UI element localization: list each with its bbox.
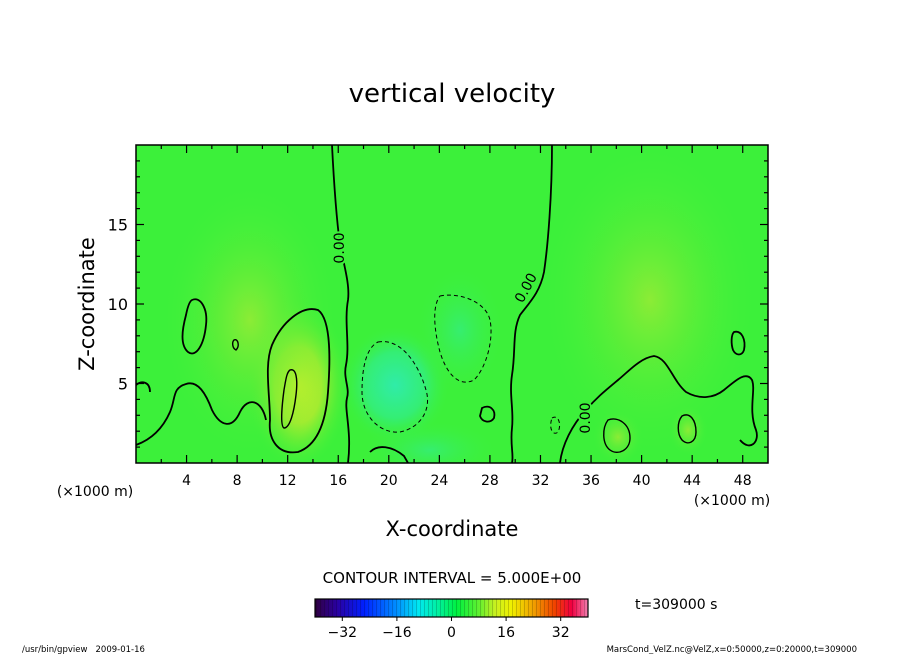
shade-updraft-small-1 — [592, 409, 644, 463]
x-unit-left: (×1000 m) — [57, 484, 133, 500]
shade-updraft-small-2 — [668, 404, 708, 456]
x-tick-label: 20 — [380, 473, 398, 489]
contour-small-2 — [369, 446, 409, 463]
shade-updraft-right — [540, 145, 760, 460]
x-tick-label: 12 — [279, 473, 297, 489]
dashed-contour-1 — [361, 341, 428, 433]
contour-lower-left — [136, 382, 267, 446]
time-label: t=309000 s — [635, 597, 717, 613]
contour-label-3: 0.00 — [578, 402, 594, 433]
x-axis: 4 8 12 16 20 24 28 32 36 40 44 48 — [160, 145, 752, 489]
x-tick-label: 48 — [734, 473, 752, 489]
x-tick-label: 8 — [233, 473, 242, 489]
x-axis-label: X-coordinate — [386, 517, 519, 541]
colorbar-tick-label: 0 — [447, 625, 456, 641]
zero-contour-left — [331, 145, 351, 463]
contour-lower-right — [559, 355, 758, 463]
colorbar-ticks: −32 −16 0 16 32 — [328, 617, 570, 641]
x-tick-label: 36 — [582, 473, 600, 489]
x-tick-label: 16 — [329, 473, 347, 489]
x-tick-label: 44 — [683, 473, 701, 489]
colorbar-tick-label: 16 — [497, 625, 515, 641]
contour-label-1: 0.00 — [332, 232, 348, 263]
footer-right: MarsCond_VelZ.nc@VelZ,x=0:50000,z=0:2000… — [607, 645, 857, 654]
dashed-contour-3 — [550, 416, 561, 434]
colorbar-tick-label: −32 — [328, 625, 358, 641]
colorbar-stripes — [315, 599, 588, 617]
x-tick-label: 28 — [481, 473, 499, 489]
footer-left: /usr/bin/gpview 2009-01-16 — [22, 645, 145, 654]
contour-loop-4 — [677, 414, 697, 444]
chart-title: vertical velocity — [349, 79, 556, 109]
x-unit-right: (×1000 m) — [694, 493, 770, 509]
y-axis: 5 10 15 — [108, 160, 768, 448]
contour-loop-2 — [730, 330, 746, 356]
x-tick-label: 32 — [532, 473, 550, 489]
y-axis-label: Z-coordinate — [75, 237, 99, 371]
x-tick-label: 24 — [430, 473, 448, 489]
colorbar: −32 −16 0 16 32 — [314, 598, 589, 641]
contour-small-4 — [231, 339, 239, 351]
contour-loop-3 — [603, 418, 631, 454]
colorbar-tick-label: 32 — [552, 625, 570, 641]
shade-downdraft-upper — [415, 265, 505, 395]
y-tick-label: 5 — [118, 375, 128, 394]
dashed-contours — [361, 294, 561, 434]
y-tick-label: 10 — [108, 295, 128, 314]
y-tick-label: 15 — [108, 216, 128, 235]
plot-area: 0.00 0.00 0.00 — [136, 145, 768, 463]
contour-updraft — [266, 308, 331, 454]
shade-updraft-broad — [160, 180, 340, 460]
contour-updraft-inner — [281, 369, 298, 429]
shade-downdraft-low — [360, 420, 500, 463]
x-tick-label: 40 — [633, 473, 651, 489]
zero-contour-right — [510, 145, 553, 463]
contour-interval: CONTOUR INTERVAL = 5.000E+00 — [323, 569, 582, 587]
contour-loop-1 — [181, 298, 208, 355]
contour-lines — [136, 145, 758, 463]
dashed-contour-2 — [434, 294, 492, 383]
contour-small-1 — [479, 405, 496, 423]
colorbar-tick-label: −16 — [382, 625, 412, 641]
x-tick-label: 4 — [182, 473, 191, 489]
